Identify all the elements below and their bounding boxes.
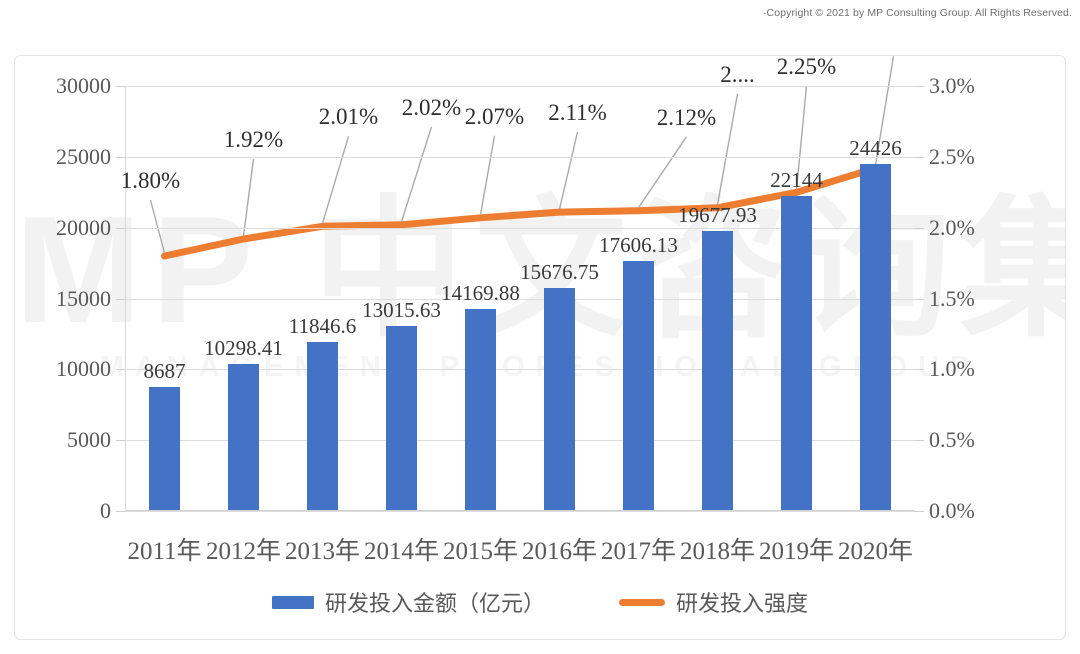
legend-item-bar[interactable]: 研发投入金额（亿元） — [271, 586, 545, 618]
y-axis-left-tickmark — [116, 156, 125, 158]
callout-leader-line — [400, 126, 433, 223]
x-axis-labels: 2011年 2012年 2013年 2014年 2015年 2016年 2017年 2018年… — [125, 531, 915, 575]
legend-line-swatch-icon — [619, 598, 665, 606]
y-axis-left-tickmark — [116, 440, 125, 442]
bar-value-label: 8687 — [143, 358, 186, 383]
line-value-label: 1.92% — [223, 127, 284, 152]
bar-value-label: 14169.88 — [441, 281, 520, 306]
y-axis-left-tickmark — [116, 227, 125, 229]
bar[interactable] — [465, 309, 496, 510]
bar[interactable] — [228, 364, 259, 510]
y-axis-right-tickmark — [915, 298, 924, 300]
bar-value-label: 17606.13 — [599, 232, 678, 257]
y-axis-right-tick-label: 2.0% — [929, 214, 975, 240]
bar[interactable] — [307, 342, 338, 510]
line-value-label: 2.02% — [401, 94, 462, 120]
x-axis-tick-label: 2013年 — [284, 538, 361, 565]
line-value-label: 2.25% — [776, 55, 837, 80]
gridline — [125, 156, 915, 158]
chart-legend: 研发投入金额（亿元） 研发投入强度 — [15, 586, 1065, 618]
gridline — [125, 369, 915, 371]
bar-value-label: 22144 — [770, 168, 823, 193]
x-axis-line — [125, 510, 915, 511]
y-axis-left-tick-label: 15000 — [56, 285, 111, 311]
x-axis-tick-label: 2018年 — [679, 538, 756, 565]
bar[interactable] — [544, 287, 575, 510]
line-value-label: 2.07% — [464, 103, 525, 129]
y-axis-right-tick-label: 3.0% — [929, 73, 975, 98]
x-axis-tick-label: 2020年 — [837, 538, 914, 565]
y-axis-left-tick-label: 30000 — [56, 73, 111, 98]
y-axis-right-tick-label: 2.5% — [929, 143, 975, 169]
legend-item-line[interactable]: 研发投入强度 — [619, 586, 808, 618]
y-axis-right-tickmark — [915, 86, 924, 87]
callout-leader-line — [637, 136, 688, 209]
line-value-label: 2.... — [720, 61, 755, 87]
bar-value-label: 15676.75 — [520, 259, 599, 284]
y-axis-right-tick-label: 0.5% — [929, 427, 975, 453]
bar[interactable] — [781, 196, 812, 510]
y-axis-right-tick-label: 1.0% — [929, 356, 975, 382]
bar[interactable] — [386, 325, 417, 510]
y-axis-left-tickmark — [116, 298, 125, 300]
callout-leader-line — [321, 136, 350, 224]
x-axis-tick-label: 2016年 — [521, 538, 598, 565]
callout-leader-line — [479, 135, 496, 215]
y-axis-left-tick-label: 25000 — [56, 143, 111, 169]
bar[interactable] — [860, 163, 891, 510]
y-axis-right-tickmark — [915, 440, 924, 442]
gridline — [125, 86, 915, 87]
line-value-label: 2.12% — [656, 104, 717, 130]
line-series-path — [161, 164, 879, 260]
callout-leader-line — [558, 131, 579, 210]
line-value-label: 1.80% — [120, 168, 181, 193]
gridline — [125, 440, 915, 442]
x-axis-tick-label: 2019年 — [758, 538, 835, 565]
y-axis-left-tickmark — [116, 511, 125, 512]
gridline — [125, 511, 915, 512]
y-axis-left-tickmark — [116, 369, 125, 371]
bar[interactable] — [623, 260, 654, 510]
y-axis-left-tick-label: 0 — [100, 498, 111, 523]
y-axis-right-tickmark — [915, 511, 924, 512]
legend-bar-swatch-icon — [271, 595, 314, 609]
bar-value-label: 13015.63 — [362, 297, 441, 322]
callout-leader-line — [242, 158, 255, 237]
legend-bar-label: 研发投入金额（亿元） — [324, 591, 545, 616]
x-axis-tick-label: 2011年 — [127, 538, 202, 565]
x-axis-tick-label: 2014年 — [363, 538, 440, 565]
y-axis-right-tickmark — [915, 369, 924, 371]
y-axis-left-tick-label: 5000 — [67, 427, 111, 453]
gridline — [125, 298, 915, 300]
legend-line-label: 研发投入强度 — [676, 591, 809, 616]
line-value-label: 2.01% — [318, 104, 379, 130]
x-axis-tick-label: 2015年 — [442, 538, 519, 565]
y-axis-left-tick-label: 10000 — [56, 356, 111, 382]
plot-area: 0 5000 10000 15000 20000 25000 30000 0.0% 0.5% 1.… — [56, 56, 975, 523]
gridline — [125, 227, 915, 229]
x-axis-tick-label: 2017年 — [600, 538, 677, 565]
y-axis-left-tickmark — [116, 86, 125, 87]
y-axis-right-tickmark — [915, 156, 924, 158]
line-value-label: 2.11% — [548, 100, 607, 126]
y-axis-right-tick-label: 0.0% — [929, 498, 975, 523]
y-axis-right-tickmark — [915, 227, 924, 229]
x-axis-tick-label: 2012年 — [205, 538, 282, 565]
y-axis-right-tick-label: 1.5% — [929, 285, 975, 311]
bar[interactable] — [149, 386, 180, 510]
y-axis-left-tick-label: 20000 — [56, 214, 111, 240]
bar-value-label: 10298.41 — [204, 336, 283, 361]
bar[interactable] — [702, 231, 733, 510]
chart-card: MP 中文咨询集团 MANAGEMENT PROFESSIONAL GROUP … — [14, 55, 1066, 640]
copyright-notice: ·Copyright © 2021 by MP Consulting Group… — [762, 7, 1072, 19]
callout-leader-line — [716, 93, 739, 205]
bar-value-label: 24426 — [849, 135, 902, 160]
bar-value-label: 11846.6 — [288, 314, 357, 339]
callout-leader-line — [149, 199, 166, 254]
bar-value-label: 19677.93 — [678, 203, 757, 228]
